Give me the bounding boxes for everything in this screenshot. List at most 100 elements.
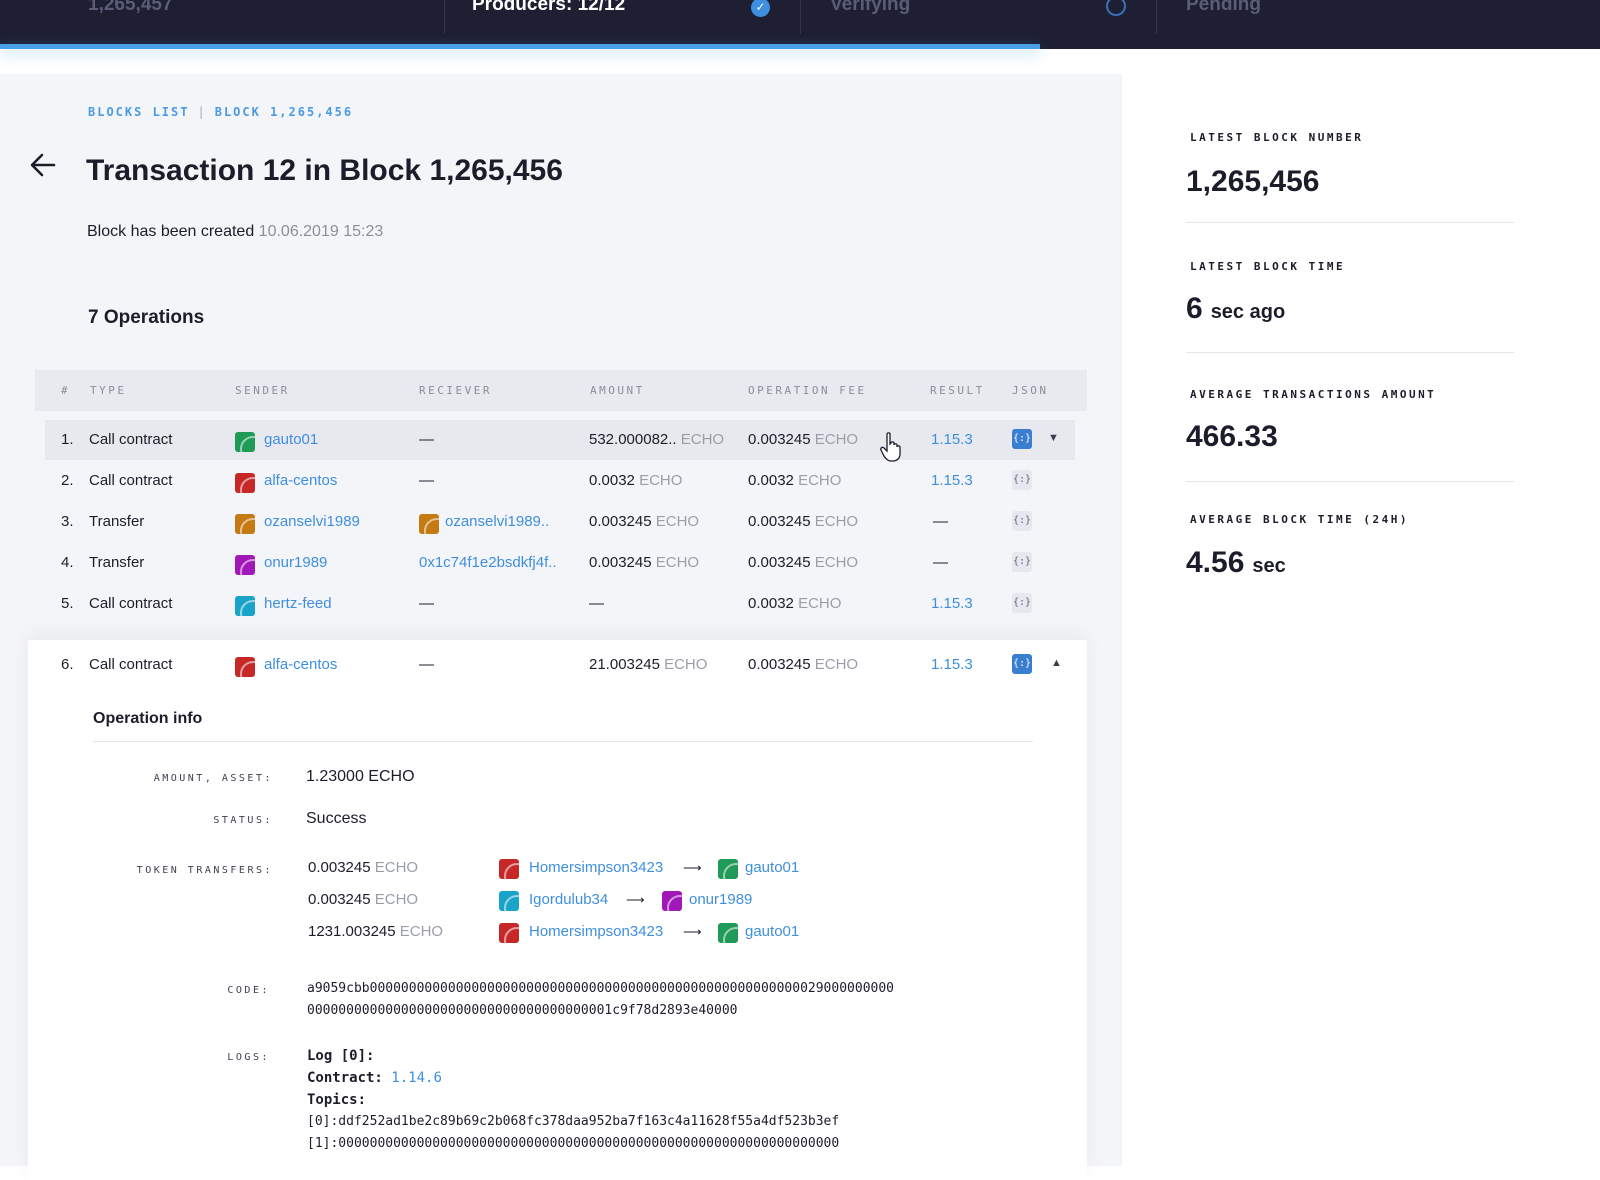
breadcrumb-block[interactable]: BLOCK 1,265,456: [214, 105, 354, 119]
json-icon[interactable]: {:}: [1012, 654, 1032, 674]
transfer-to-link[interactable]: onur1989: [689, 891, 753, 908]
created-date: 10.06.2019 15:23: [258, 223, 384, 240]
receiver: —: [419, 431, 434, 448]
sender-link[interactable]: alfa-centos: [264, 656, 338, 673]
check-icon: ✓: [751, 0, 770, 17]
table-row[interactable]: 5. Call contract hertz-feed — — 0.0032 E…: [45, 584, 1075, 624]
transfer-amount: 0.003245 ECHO: [308, 859, 419, 876]
col-header-receiver: RECIEVER: [419, 384, 492, 397]
operation-info-title: Operation info: [93, 710, 203, 727]
transfer-from-link[interactable]: Homersimpson3423: [529, 923, 664, 940]
row-type: Call contract: [89, 656, 173, 673]
table-row[interactable]: 4. Transfer onur1989 0x1c74f1e2bsdkfj4f.…: [45, 543, 1075, 583]
json-icon[interactable]: {:}: [1012, 511, 1032, 531]
code-line: 000000000000000000000000000000000000001c…: [307, 1003, 738, 1018]
receiver-link[interactable]: ozanselvi1989..: [445, 513, 550, 530]
table-row[interactable]: 1. Call contract gauto01 — 532.000082.. …: [45, 420, 1075, 460]
latest-time-label: LATEST BLOCK TIME: [1190, 260, 1346, 273]
fee: 0.003245 ECHO: [748, 554, 859, 571]
avg-block-time-label: AVERAGE BLOCK TIME (24H): [1190, 513, 1409, 526]
log-topic: [1]:000000000000000000000000000000000000…: [307, 1136, 840, 1151]
col-header-type: TYPE: [90, 384, 127, 397]
receiver-link[interactable]: 0x1c74f1e2bsdkfj4f..: [419, 554, 557, 571]
chevron-up-icon[interactable]: ▲: [1051, 657, 1062, 669]
chevron-down-icon[interactable]: ▼: [1048, 432, 1059, 444]
breadcrumb-blocks-list[interactable]: BLOCKS LIST: [88, 105, 190, 119]
sender-link[interactable]: alfa-centos: [264, 472, 338, 489]
topbar-divider: [800, 0, 801, 34]
result-link[interactable]: 1.15.3: [931, 595, 973, 612]
topbar-divider: [444, 0, 445, 34]
divider: [1186, 352, 1514, 353]
json-icon[interactable]: {:}: [1012, 470, 1032, 490]
sender-link[interactable]: onur1989: [264, 554, 328, 571]
log-topics-label: Topics:: [307, 1092, 367, 1108]
logs-label: LOGS:: [227, 1052, 270, 1063]
row-type: Call contract: [89, 595, 173, 612]
avatar: [235, 514, 255, 534]
latest-block-label: LATEST BLOCK NUMBER: [1190, 131, 1364, 144]
transfer-to-link[interactable]: gauto01: [745, 859, 800, 876]
transfer-to-link[interactable]: gauto01: [745, 923, 800, 940]
fee: 0.0032 ECHO: [748, 595, 842, 612]
avatar: [235, 657, 255, 677]
table-row[interactable]: 3. Transfer ozanselvi1989 ozanselvi1989.…: [45, 502, 1075, 542]
avatar: [662, 891, 682, 911]
divider: [1186, 222, 1514, 223]
col-header-num: #: [61, 384, 71, 397]
transfer-amount: 1231.003245 ECHO: [308, 923, 444, 940]
topbar-pending: Pending: [1186, 0, 1261, 15]
transfer-from-link[interactable]: Igordulub34: [529, 891, 609, 908]
row-number: 2.: [61, 472, 74, 489]
row-number: 6.: [61, 656, 74, 673]
fee: 0.003245 ECHO: [748, 431, 859, 448]
receiver: —: [419, 472, 434, 489]
amount-asset-value: 1.23000 ECHO: [306, 768, 415, 785]
amount: 0.003245 ECHO: [589, 554, 700, 571]
divider: [1186, 481, 1514, 482]
table-row[interactable]: 6. Call contract alfa-centos — 21.003245…: [45, 645, 1075, 685]
row-type: Transfer: [89, 554, 145, 571]
amount: 21.003245 ECHO: [589, 656, 708, 673]
avg-block-time-value: 4.56 sec: [1186, 546, 1286, 579]
sender-link[interactable]: hertz-feed: [264, 595, 332, 612]
result-link[interactable]: 1.15.3: [931, 431, 973, 448]
json-icon[interactable]: {:}: [1012, 552, 1032, 572]
sender-link[interactable]: ozanselvi1989: [264, 513, 360, 530]
sender-link[interactable]: gauto01: [264, 431, 319, 448]
avatar: [718, 859, 738, 879]
row-type: Call contract: [89, 431, 173, 448]
latest-time-value: 6 sec ago: [1186, 292, 1286, 325]
col-header-sender: SENDER: [235, 384, 290, 397]
operations-count: 7 Operations: [88, 307, 205, 328]
json-icon[interactable]: {:}: [1012, 429, 1032, 449]
fee: 0.003245 ECHO: [748, 513, 859, 530]
json-icon[interactable]: {:}: [1012, 593, 1032, 613]
amount: 0.0032 ECHO: [589, 472, 683, 489]
table-row[interactable]: 2. Call contract alfa-centos — 0.0032 EC…: [45, 461, 1075, 501]
status-value: Success: [306, 810, 367, 827]
contract-link[interactable]: 1.14.6: [391, 1070, 442, 1086]
amount: —: [589, 595, 604, 612]
row-type: Transfer: [89, 513, 145, 530]
breadcrumb-separator: |: [197, 105, 207, 119]
col-header-json: JSON: [1012, 384, 1049, 397]
avatar: [235, 555, 255, 575]
latest-block-value: 1,265,456: [1186, 165, 1320, 198]
result-link[interactable]: 1.15.3: [931, 472, 973, 489]
row-number: 3.: [61, 513, 74, 530]
amount-asset-label: AMOUNT, ASSET:: [153, 773, 273, 784]
topbar-divider: [1156, 0, 1157, 34]
row-number: 4.: [61, 554, 74, 571]
fee: 0.0032 ECHO: [748, 472, 842, 489]
arrow-right-icon: ⟶: [626, 892, 645, 907]
result-link[interactable]: 1.15.3: [931, 656, 973, 673]
back-arrow-icon[interactable]: [30, 152, 56, 184]
col-header-result: RESULT: [930, 384, 985, 397]
transfer-from-link[interactable]: Homersimpson3423: [529, 859, 664, 876]
block-created-text: Block has been created 10.06.2019 15:23: [87, 223, 383, 241]
row-type: Call contract: [89, 472, 173, 489]
topbar-producers: Producers: 12/12: [472, 0, 626, 15]
topbar-block-number: 1,265,457: [88, 0, 173, 15]
result: —: [933, 513, 948, 530]
